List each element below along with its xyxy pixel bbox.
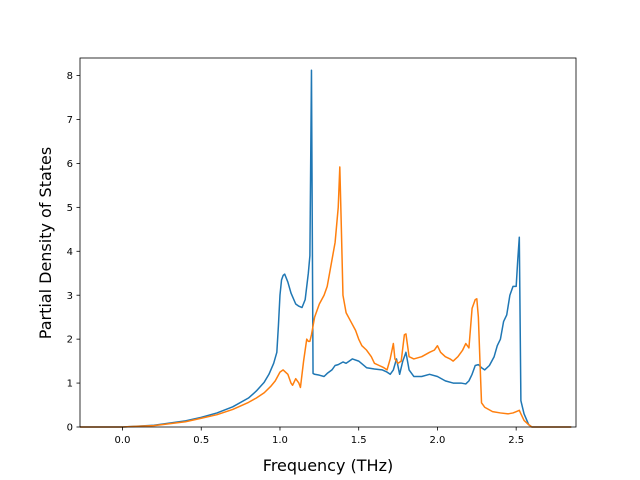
y-tick-label: 2 xyxy=(67,335,73,346)
y-tick-label: 5 xyxy=(67,203,73,214)
y-tick-label: 1 xyxy=(67,379,73,390)
series-layer xyxy=(80,69,572,428)
y-tick-label: 7 xyxy=(67,115,73,126)
y-tick-label: 4 xyxy=(67,247,73,258)
plot-area xyxy=(80,58,576,427)
x-tick-label: 0.5 xyxy=(193,435,209,446)
x-axis-ticks: 0.0 0.5 1.0 1.5 2.0 2.5 xyxy=(115,427,524,446)
y-tick-label: 8 xyxy=(67,71,73,82)
axes-spines xyxy=(79,57,577,428)
x-tick-label: 1.5 xyxy=(351,435,367,446)
x-tick-label: 2.0 xyxy=(429,435,445,446)
x-axis-label: Frequency (THz) xyxy=(263,456,393,475)
plot-background xyxy=(80,58,576,427)
series-line-2 xyxy=(80,166,572,428)
y-tick-label: 6 xyxy=(67,159,73,170)
y-tick-label: 0 xyxy=(67,423,73,434)
y-axis-ticks: 0 1 2 3 4 5 6 7 8 xyxy=(67,71,80,434)
x-tick-label: 2.5 xyxy=(508,435,524,446)
y-tick-label: 3 xyxy=(67,291,73,302)
axes-frame xyxy=(79,57,577,428)
x-tick-label: 0.0 xyxy=(115,435,131,446)
x-tick-label: 1.0 xyxy=(272,435,288,446)
series-line-1 xyxy=(80,69,572,428)
y-axis-label: Partial Density of States xyxy=(36,147,55,339)
